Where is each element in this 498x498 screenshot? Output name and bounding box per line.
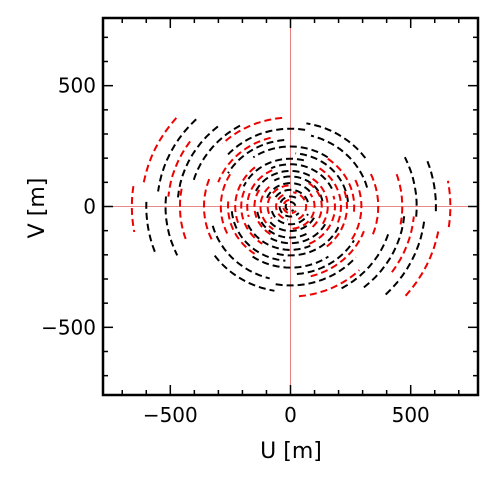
uv-track-arc (230, 211, 286, 262)
uv-track-arc (178, 188, 188, 242)
uv-track-arc (293, 191, 308, 220)
uv-track-arc (296, 239, 355, 276)
uv-track-arc (252, 255, 329, 269)
uv-track-arc (270, 163, 333, 190)
uv-track-arc (306, 122, 367, 159)
uv-track-arc (240, 190, 263, 245)
uv-track-arc (242, 157, 305, 187)
uv-track-arc (211, 225, 270, 280)
uv-track-arc (295, 152, 349, 202)
uv-track-arc (221, 116, 283, 145)
uv-track-arc (246, 169, 273, 218)
uv-track-arc (270, 210, 309, 226)
uv-track-arc (176, 125, 219, 198)
tick-labels: −500 0 500 −500 0 500 (41, 74, 430, 427)
uv-track-arc (202, 178, 213, 241)
uv-track-arc (225, 127, 306, 158)
uv-track-arc (326, 188, 348, 248)
uv-track-arc (256, 211, 308, 239)
uv-track-arc (308, 175, 329, 225)
uv-track-arc (265, 182, 311, 199)
uv-track-arc (403, 156, 418, 217)
uv-track-arc (276, 226, 340, 257)
uv-track-arc (213, 254, 275, 292)
uv-track-arc (247, 224, 311, 251)
uv-track-arc (341, 230, 391, 290)
uv-track-arc (253, 189, 273, 237)
uv-track-arc (292, 193, 316, 230)
uv-track-arc (284, 201, 297, 212)
uv-track-arc (269, 214, 317, 232)
uv-track-arc (227, 139, 285, 174)
uv-track-arc (369, 171, 380, 235)
uv-track-arc (164, 196, 179, 256)
uv-track-arc (307, 181, 323, 228)
y-tick-label: 500 (58, 74, 96, 98)
uv-track-arc (275, 256, 357, 287)
uv-track-arc (252, 145, 329, 159)
uv-track-arc (167, 140, 191, 197)
uv-track-arc (363, 215, 406, 289)
uv-track-arc (142, 117, 178, 183)
uv-track-arc (157, 118, 197, 192)
uv-track-arc (426, 160, 437, 212)
uv-track-arc (275, 194, 289, 221)
uv-track-arc (282, 198, 297, 215)
uv-track-arc (273, 188, 309, 203)
uv-track-arc (446, 180, 452, 228)
uv-track-arc (310, 134, 369, 188)
uv-track-arc (278, 195, 300, 218)
uv-track-arc (254, 169, 311, 192)
plot-area (103, 18, 478, 395)
x-axis-label: U [m] (260, 439, 322, 464)
series-red (130, 116, 452, 298)
uv-track-arc (192, 124, 241, 183)
uv-track-arc (394, 170, 404, 225)
uv-track-arc (266, 184, 289, 220)
uv-track-arc (130, 185, 136, 233)
uv-track-arc (270, 221, 328, 245)
x-tick-label: 500 (392, 403, 430, 427)
plot-frame (101, 16, 480, 397)
uv-track-arc (326, 157, 356, 212)
uv-track-arc (308, 195, 336, 245)
uv-track-arc (391, 216, 415, 273)
uv-track-arc (145, 201, 156, 253)
uv-track-arc (217, 136, 271, 183)
y-tick-label: 0 (83, 195, 96, 219)
y-axis-label: V [m] (25, 178, 50, 239)
series-black (145, 118, 437, 296)
y-tick-label: −500 (41, 315, 96, 339)
uv-track-arc (384, 221, 426, 296)
uv-track-arc (310, 230, 365, 278)
uv-track-arc (404, 230, 440, 297)
x-tick-label: −500 (143, 403, 198, 427)
x-tick-label: 0 (284, 403, 297, 427)
uv-track-arc (259, 186, 274, 231)
uv-track-arc (298, 269, 360, 298)
uv-track-arc (273, 175, 324, 202)
